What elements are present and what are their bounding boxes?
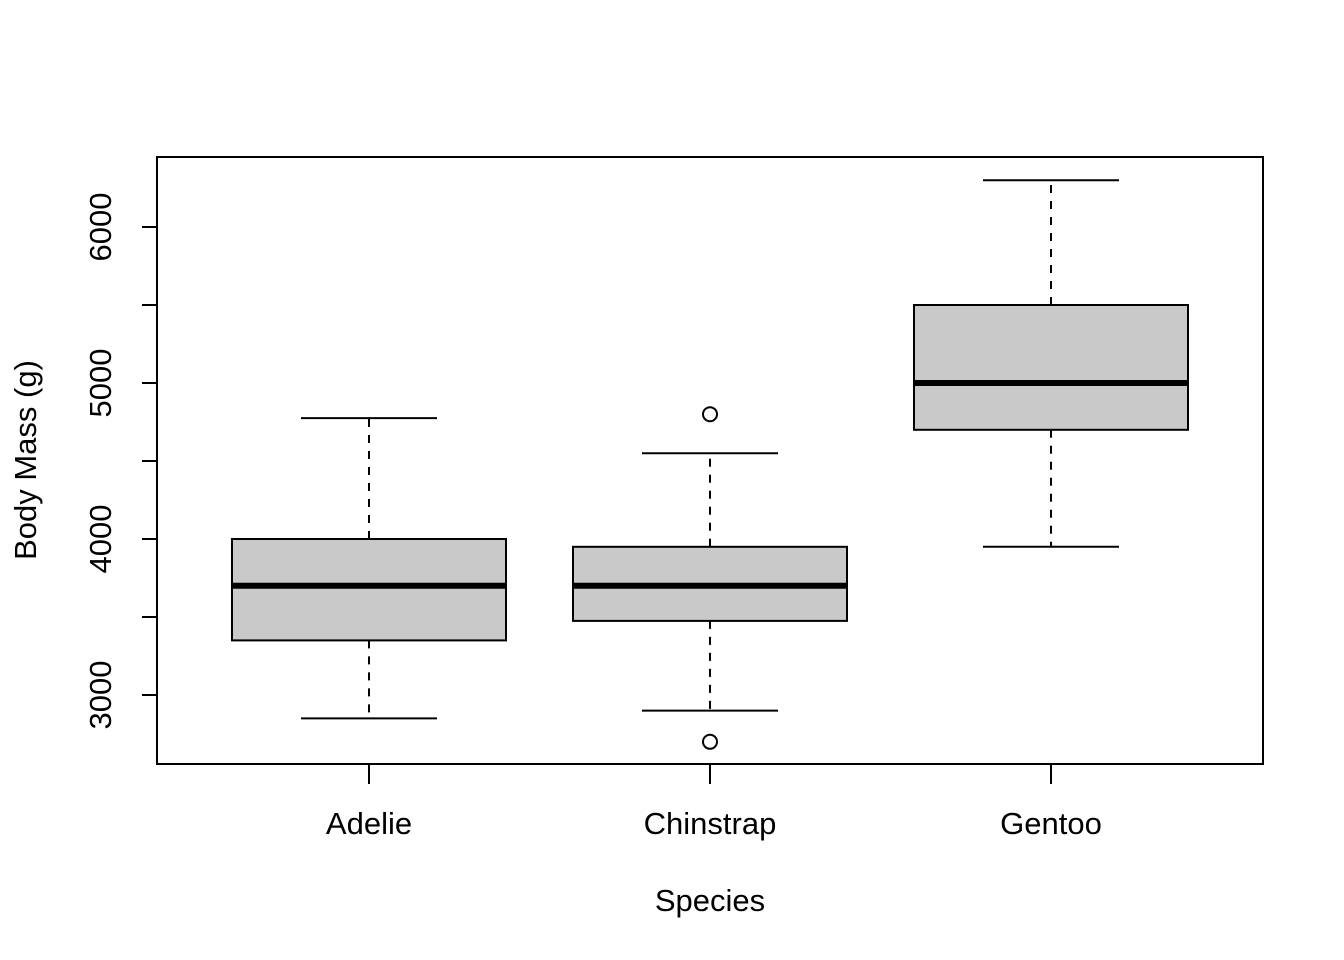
y-tick-label-6000: 6000 — [83, 193, 118, 262]
outlier-chinstrap-1 — [702, 406, 718, 423]
box-gentoo — [913, 304, 1189, 431]
box-marks — [231, 179, 1189, 750]
y-tick-label-4000: 4000 — [83, 505, 118, 574]
x-tick-label-adelie: Adelie — [326, 806, 412, 841]
box-adelie — [231, 538, 507, 642]
y-tick-label-3000: 3000 — [83, 661, 118, 730]
x-tick-label-gentoo: Gentoo — [1000, 806, 1102, 841]
y-tick-label-5000: 5000 — [83, 349, 118, 418]
axes: 3000 4000 5000 6000 Adelie Chinstrap Gentoo — [83, 193, 1102, 841]
outlier-chinstrap-2 — [702, 733, 718, 750]
x-tick-label-chinstrap: Chinstrap — [644, 806, 777, 841]
y-axis-title: Body Mass (g) — [8, 360, 43, 560]
x-axis-title: Species — [655, 883, 765, 918]
